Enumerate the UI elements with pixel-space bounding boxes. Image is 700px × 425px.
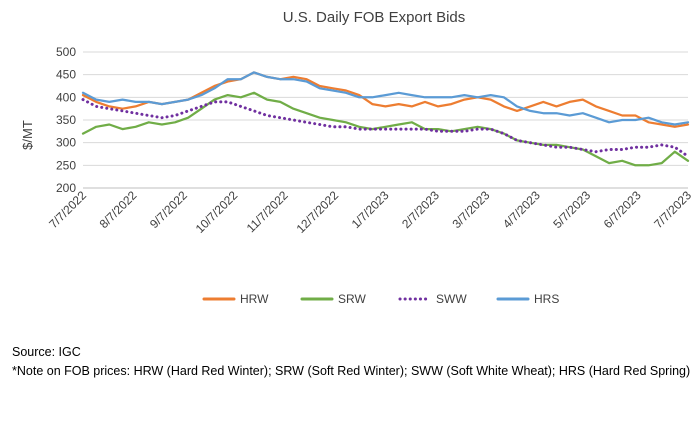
x-tick-label-9: 4/7/2023 xyxy=(500,188,543,231)
y-axis-ticks: 200 250 300 350 400 450 500 xyxy=(56,45,76,195)
legend-label-sww: SWW xyxy=(436,292,467,306)
source-note: Source: IGC xyxy=(12,345,81,359)
legend: HRW SRW SWW HRS xyxy=(202,292,559,306)
gridlines xyxy=(83,51,688,189)
legend-label-hrw: HRW xyxy=(240,292,269,306)
y-tick-label-450: 450 xyxy=(56,68,76,82)
y-tick-label-350: 350 xyxy=(56,113,76,127)
x-tick-label-7: 2/7/2023 xyxy=(399,188,442,231)
fob-footnote: *Note on FOB prices: HRW (Hard Red Winte… xyxy=(12,364,691,378)
x-tick-label-8: 3/7/2023 xyxy=(450,188,493,231)
x-tick-label-3: 10/7/2022 xyxy=(193,188,241,236)
series-lines xyxy=(81,71,690,167)
fob-export-bids-chart: U.S. Daily FOB Export Bids 200 250 300 350 4… xyxy=(20,9,694,306)
x-tick-label-12: 7/7/2023 xyxy=(651,188,694,231)
y-tick-label-500: 500 xyxy=(56,45,76,59)
x-tick-label-2: 9/7/2022 xyxy=(147,188,190,231)
y-tick-label-300: 300 xyxy=(56,136,76,150)
x-tick-label-10: 5/7/2023 xyxy=(550,188,593,231)
x-tick-label-11: 6/7/2023 xyxy=(601,188,644,231)
series-line-hrs xyxy=(81,71,690,126)
legend-label-hrs: HRS xyxy=(534,292,559,306)
x-axis-ticks: 7/7/2022 8/7/2022 9/7/2022 10/7/2022 11/7/20… xyxy=(46,188,694,236)
chart-title: U.S. Daily FOB Export Bids xyxy=(283,9,466,26)
x-tick-label-4: 11/7/2022 xyxy=(244,188,291,235)
y-tick-label-400: 400 xyxy=(56,90,76,104)
series-line-srw xyxy=(81,91,690,167)
y-tick-label-250: 250 xyxy=(56,158,76,172)
x-tick-label-5: 12/7/2022 xyxy=(294,188,342,236)
y-axis-title: $/MT xyxy=(20,120,35,150)
legend-label-srw: SRW xyxy=(338,292,366,306)
x-tick-label-6: 1/7/2023 xyxy=(349,188,392,231)
x-tick-label-1: 8/7/2022 xyxy=(97,188,140,231)
y-tick-label-200: 200 xyxy=(56,181,76,195)
series-line-sww xyxy=(81,98,690,158)
